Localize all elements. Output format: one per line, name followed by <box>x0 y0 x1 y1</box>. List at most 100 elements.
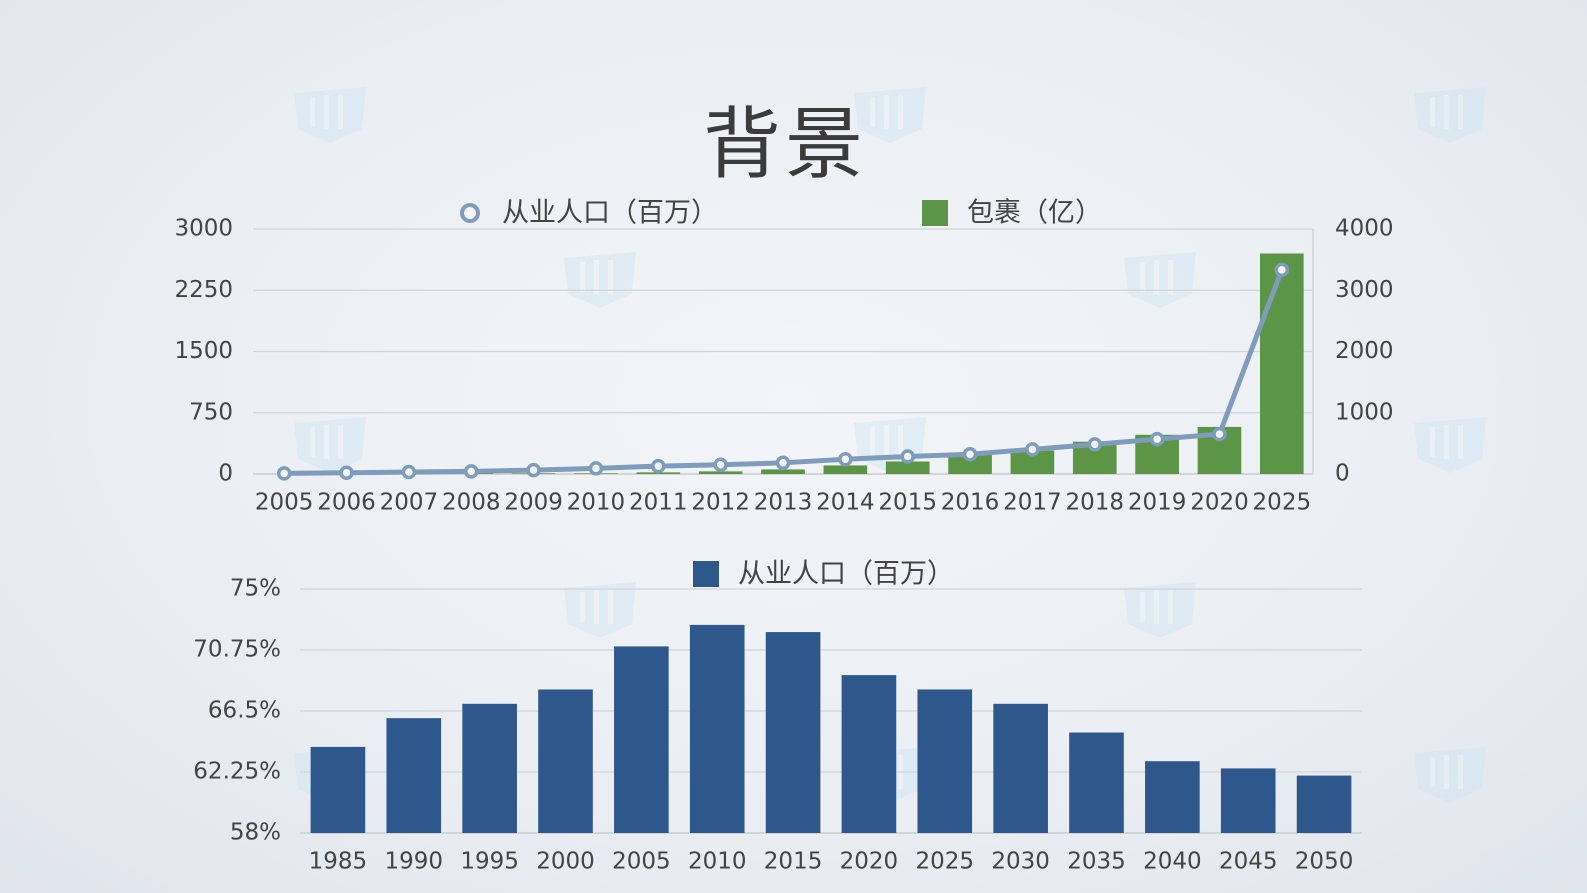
x-axis-label: 2012 <box>691 490 750 516</box>
bar-workforce-ratio <box>765 632 821 833</box>
line-marker <box>463 464 479 479</box>
bar-workforce-ratio <box>993 703 1048 833</box>
x-axis-label: 2040 <box>1143 849 1202 875</box>
bar-workforce-ratio <box>1220 768 1276 833</box>
legend-label-workforce: 从业人口（百万） <box>502 198 718 229</box>
bar-workforce-ratio <box>386 718 442 833</box>
line-marker <box>962 446 978 462</box>
legend-line-marker <box>460 203 480 223</box>
x-axis-label: 2030 <box>991 849 1050 875</box>
y-axis-tick: 70.75% <box>193 637 281 663</box>
x-axis-label: 2005 <box>255 490 314 516</box>
bar-parcels <box>698 471 743 474</box>
line-marker <box>1087 437 1103 452</box>
line-marker <box>1212 426 1227 442</box>
x-axis-label: 2015 <box>764 849 823 875</box>
x-axis-label: 2016 <box>941 490 1000 516</box>
left-axis-tick: 1500 <box>174 338 233 364</box>
x-axis-label: 2017 <box>1003 490 1062 516</box>
x-axis-label: 2014 <box>816 490 875 516</box>
right-axis-tick: 3000 <box>1335 277 1394 303</box>
legend-bar-swatch <box>693 561 719 587</box>
x-axis-label: 2018 <box>1065 490 1124 516</box>
watermark-logo <box>1120 580 1200 640</box>
line-marker <box>401 464 417 480</box>
watermark-logo <box>1410 745 1490 805</box>
bar-workforce-ratio <box>1145 761 1200 833</box>
bar-parcels <box>1010 450 1055 474</box>
x-axis-label: 2045 <box>1219 849 1278 875</box>
legend-label: 从业人口（百万） <box>738 559 954 590</box>
x-axis-label: 2010 <box>688 849 747 875</box>
x-axis-label: 1995 <box>460 849 519 875</box>
right-axis-tick: 1000 <box>1335 399 1394 425</box>
y-axis-tick: 62.25% <box>193 759 281 785</box>
bar-workforce-ratio <box>462 703 517 833</box>
x-axis-label: 1985 <box>309 849 368 875</box>
line-marker <box>276 466 292 481</box>
x-axis-label: 2019 <box>1128 490 1187 516</box>
y-axis-tick: 75% <box>230 576 281 602</box>
left-axis-tick: 2250 <box>174 277 233 303</box>
bar-parcels <box>885 461 930 474</box>
line-marker <box>651 458 666 474</box>
y-axis-tick: 58% <box>230 820 281 846</box>
watermark-logo <box>560 580 640 640</box>
line-marker <box>900 449 915 464</box>
x-axis-label: 2020 <box>1190 490 1249 516</box>
line-marker <box>339 465 354 480</box>
x-axis-label: 2013 <box>754 490 813 516</box>
x-axis-label: 2008 <box>442 490 501 516</box>
bar-workforce-ratio <box>689 624 745 833</box>
x-axis-label: 2020 <box>840 849 899 875</box>
left-axis-tick: 750 <box>189 399 233 425</box>
bar-parcels <box>1260 253 1304 474</box>
line-marker <box>713 457 728 473</box>
slide-title: 背景 <box>702 100 867 190</box>
line-marker <box>588 461 604 476</box>
x-axis-label: 2011 <box>629 490 688 516</box>
legend-label-parcels: 包裹（亿） <box>967 198 1102 229</box>
watermark-logo <box>1410 85 1490 145</box>
line-marker <box>526 462 541 478</box>
bar-workforce-ratio <box>614 646 669 833</box>
watermark-logo <box>560 250 640 310</box>
legend-bar-swatch <box>922 200 948 226</box>
right-axis-tick: 0 <box>1335 461 1350 487</box>
watermark-logo <box>1120 250 1200 310</box>
watermark-logo <box>850 85 930 145</box>
watermark-logo <box>1410 415 1490 475</box>
x-axis-label: 2025 <box>916 849 975 875</box>
bar-parcels <box>761 469 805 474</box>
watermark-logo <box>290 85 370 145</box>
x-axis-label: 2050 <box>1295 849 1354 875</box>
line-marker <box>1274 262 1290 278</box>
left-axis-tick: 0 <box>218 461 233 487</box>
y-axis-tick: 66.5% <box>208 698 281 724</box>
line-workforce <box>284 268 1285 476</box>
line-marker <box>775 455 791 471</box>
x-axis-label: 2005 <box>612 849 671 875</box>
right-axis-tick: 4000 <box>1335 216 1394 242</box>
bar-parcels <box>948 454 992 474</box>
x-axis-label: 2007 <box>380 490 439 516</box>
bar-workforce-ratio <box>538 689 593 833</box>
x-axis-label: 2025 <box>1253 490 1312 516</box>
watermark-logo <box>290 415 370 475</box>
bar-workforce-ratio <box>841 675 897 833</box>
left-axis-tick: 3000 <box>174 216 233 242</box>
line-marker <box>838 451 853 467</box>
x-axis-label: 1990 <box>385 849 444 875</box>
right-axis-tick: 2000 <box>1335 338 1394 364</box>
x-axis-label: 2010 <box>567 490 626 516</box>
line-marker <box>1025 442 1040 457</box>
bar-workforce-ratio <box>917 689 973 833</box>
bar-workforce-ratio <box>1296 775 1352 833</box>
x-axis-label: 2009 <box>504 490 563 516</box>
x-axis-label: 2015 <box>878 490 937 516</box>
x-axis-label: 2035 <box>1067 849 1126 875</box>
x-axis-label: 2006 <box>317 490 376 516</box>
line-marker <box>1149 431 1165 447</box>
bar-workforce-ratio <box>310 746 366 833</box>
